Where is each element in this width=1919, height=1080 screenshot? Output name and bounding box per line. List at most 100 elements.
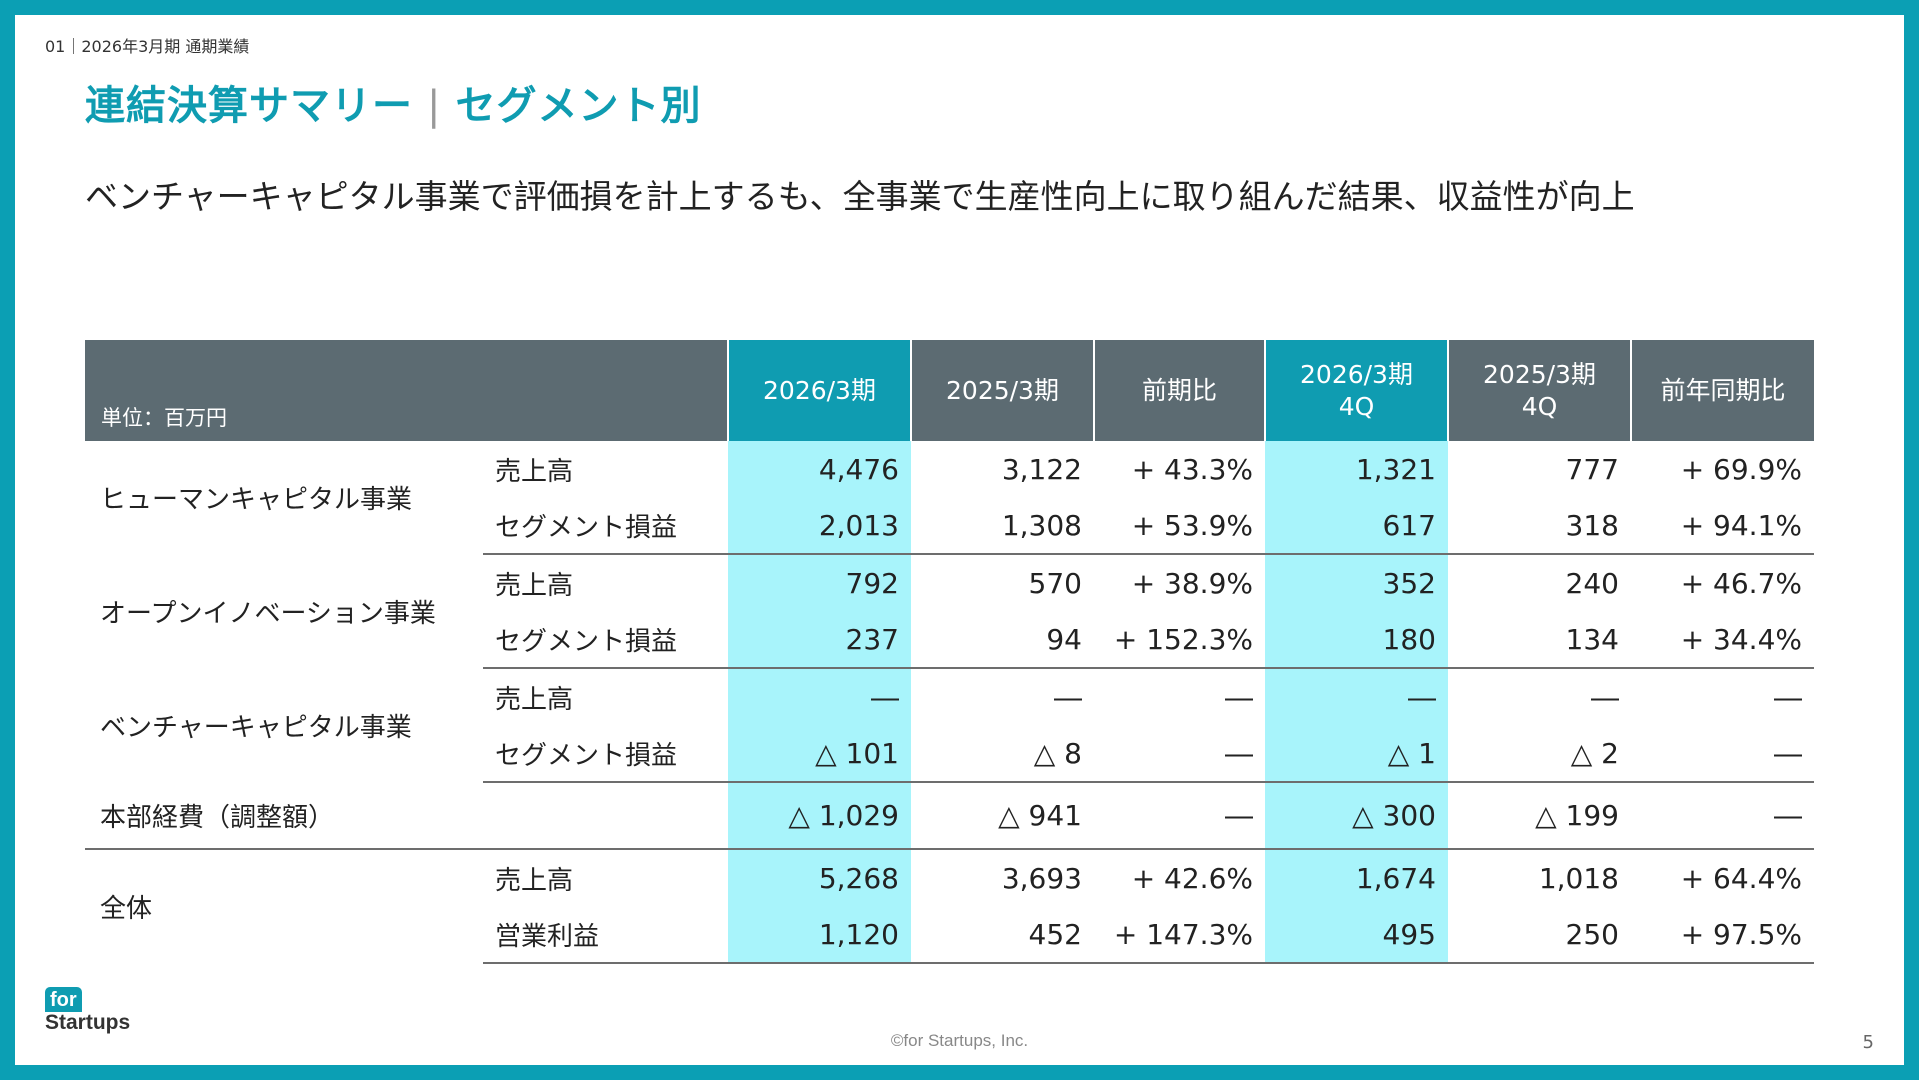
table-row: 全体 売上高 5,268 3,693 + 42.6% 1,674 1,018 +… bbox=[85, 849, 1814, 924]
metric-label: セグメント損益 bbox=[483, 497, 728, 555]
table-cell: 1,321 bbox=[1265, 441, 1448, 497]
table-cell: 4,476 bbox=[728, 441, 911, 497]
table-cell: + 38.9% bbox=[1131, 566, 1253, 600]
table-cell: ― bbox=[1774, 680, 1802, 714]
table-cell: + 69.9% bbox=[1680, 452, 1802, 486]
table-cell: 237 bbox=[728, 611, 911, 669]
slide: 01｜2026年3月期 通期業績 連結決算サマリー | セグメント別 ベンチャーキャ… bbox=[15, 15, 1904, 1065]
table-cell: △ 101 bbox=[728, 725, 911, 783]
table-cell: △ 8 bbox=[911, 725, 1094, 783]
table-cell: 318 bbox=[1448, 497, 1631, 555]
segment-name-human-capital: ヒューマンキャピタル事業 bbox=[100, 485, 413, 515]
table-row: 本部経費（調整額） △ 1,029 △ 941 ― △ 300 △ 199 ― bbox=[85, 782, 1814, 850]
table-cell: 3,122 bbox=[1001, 452, 1082, 486]
unit-label: 単位：百万円 bbox=[85, 340, 728, 441]
table-row: セグメント損益 2,013 1,308 + 53.9% 617 318 + 94… bbox=[85, 497, 1814, 555]
table-cell: 495 bbox=[1265, 906, 1448, 964]
subtitle: ベンチャーキャピタル事業で評価損を計上するも、全事業で生産性向上に取り組んだ結果… bbox=[85, 177, 1635, 216]
table-cell: + 152.3% bbox=[1094, 611, 1265, 669]
table-row: 営業利益 1,120 452 + 147.3% 495 250 + 97.5% bbox=[85, 906, 1814, 964]
table-cell: 1,308 bbox=[911, 497, 1094, 555]
segment-name-hq-expenses: 本部経費（調整額） bbox=[85, 782, 728, 850]
table-cell: 1,018 bbox=[1538, 861, 1619, 895]
col-header-yoy: 前期比 bbox=[1093, 340, 1265, 441]
table-cell: 617 bbox=[1265, 497, 1448, 555]
col-header-fy2026-4q-line2: 4Q bbox=[1338, 391, 1375, 421]
segment-name-total: 全体 bbox=[100, 894, 153, 924]
table-cell: ― bbox=[1054, 680, 1082, 714]
table-cell: 1,674 bbox=[1265, 849, 1448, 906]
metric-label: 売上高 bbox=[495, 865, 574, 896]
table-cell: + 53.9% bbox=[1094, 497, 1265, 555]
table-cell: ― bbox=[1591, 680, 1619, 714]
metric-label: 営業利益 bbox=[483, 906, 728, 964]
page-number: 5 bbox=[1862, 1032, 1874, 1053]
col-header-fy2025: 2025/3期 bbox=[910, 340, 1094, 441]
table-cell: 94 bbox=[911, 611, 1094, 669]
table-cell: ― bbox=[1094, 782, 1265, 850]
table-cell: △ 941 bbox=[911, 782, 1094, 850]
table-cell: + 43.3% bbox=[1131, 452, 1253, 486]
table-cell: 792 bbox=[728, 554, 911, 611]
table-header-row: 単位：百万円 2026/3期 2025/3期 前期比 2026/3期 4Q 202… bbox=[85, 340, 1814, 441]
for-startups-logo: for Startups bbox=[45, 987, 130, 1034]
col-header-fy2026-4q: 2026/3期 4Q bbox=[1264, 340, 1448, 441]
table-row: セグメント損益 △ 101 △ 8 ― △ 1 △ 2 ― bbox=[85, 725, 1814, 783]
table-row: ベンチャーキャピタル事業 売上高 ― ― ― ― ― ― bbox=[85, 668, 1814, 743]
table-cell: ― bbox=[1631, 782, 1814, 850]
table-cell: 2,013 bbox=[728, 497, 911, 555]
breadcrumb: 01｜2026年3月期 通期業績 bbox=[45, 37, 250, 56]
metric-label: 売上高 bbox=[495, 456, 574, 487]
segment-summary-table: 単位：百万円 2026/3期 2025/3期 前期比 2026/3期 4Q 202… bbox=[85, 340, 1814, 964]
table-cell: 570 bbox=[1028, 566, 1082, 600]
title-main: 連結決算サマリー bbox=[85, 83, 413, 129]
table-cell: + 42.6% bbox=[1131, 861, 1253, 895]
table-cell: + 34.4% bbox=[1631, 611, 1814, 669]
table-row: セグメント損益 237 94 + 152.3% 180 134 + 34.4% bbox=[85, 611, 1814, 669]
table-cell: ― bbox=[1225, 680, 1253, 714]
table-cell: + 97.5% bbox=[1631, 906, 1814, 964]
table-cell: 5,268 bbox=[728, 849, 911, 906]
table-cell: 250 bbox=[1448, 906, 1631, 964]
table-row: ヒューマンキャピタル事業 売上高 4,476 3,122 + 43.3% 1,3… bbox=[85, 441, 1814, 515]
col-header-fy2025-4q-line2: 4Q bbox=[1521, 391, 1558, 421]
copyright: ©for Startups, Inc. bbox=[890, 1031, 1029, 1050]
col-header-q-yoy: 前年同期比 bbox=[1630, 340, 1814, 441]
table-cell: + 147.3% bbox=[1094, 906, 1265, 964]
table-cell: 1,120 bbox=[728, 906, 911, 964]
table-cell: + 64.4% bbox=[1680, 861, 1802, 895]
metric-label: セグメント損益 bbox=[483, 725, 728, 783]
table-cell: 352 bbox=[1265, 554, 1448, 611]
col-header-fy2026-4q-line1: 2026/3期 bbox=[1300, 360, 1413, 390]
table-cell: 180 bbox=[1265, 611, 1448, 669]
table-cell: 777 bbox=[1565, 452, 1619, 486]
table-cell: 240 bbox=[1565, 566, 1619, 600]
table-cell: ― bbox=[1265, 668, 1448, 725]
table-cell: 134 bbox=[1448, 611, 1631, 669]
title-separator: | bbox=[427, 83, 442, 129]
table-cell: + 46.7% bbox=[1680, 566, 1802, 600]
table-cell: ― bbox=[1631, 725, 1814, 783]
table-cell: △ 2 bbox=[1448, 725, 1631, 783]
table-cell: ― bbox=[1094, 725, 1265, 783]
metric-label: 売上高 bbox=[495, 684, 574, 715]
table-cell: + 94.1% bbox=[1631, 497, 1814, 555]
logo-startups: Startups bbox=[45, 1011, 131, 1034]
col-header-fy2025-4q: 2025/3期 4Q bbox=[1447, 340, 1631, 441]
metric-label: 売上高 bbox=[495, 570, 574, 601]
title-sub: セグメント別 bbox=[455, 83, 702, 129]
logo-for: for bbox=[45, 987, 82, 1012]
segment-name-venture-capital: ベンチャーキャピタル事業 bbox=[100, 712, 412, 743]
col-header-fy2025-4q-line1: 2025/3期 bbox=[1483, 360, 1596, 390]
page-title: 連結決算サマリー | セグメント別 bbox=[85, 73, 701, 131]
table-cell: △ 1,029 bbox=[728, 782, 911, 850]
col-header-fy2026: 2026/3期 bbox=[727, 340, 911, 441]
table-cell: ― bbox=[728, 668, 911, 725]
table-cell: △ 1 bbox=[1265, 725, 1448, 783]
table-cell: △ 199 bbox=[1448, 782, 1631, 850]
table-cell: △ 300 bbox=[1265, 782, 1448, 850]
metric-label: セグメント損益 bbox=[483, 611, 728, 669]
segment-name-open-innovation: オープンイノベーション事業 bbox=[100, 598, 436, 629]
table-cell: 452 bbox=[911, 906, 1094, 964]
table-cell: 3,693 bbox=[1001, 861, 1082, 895]
